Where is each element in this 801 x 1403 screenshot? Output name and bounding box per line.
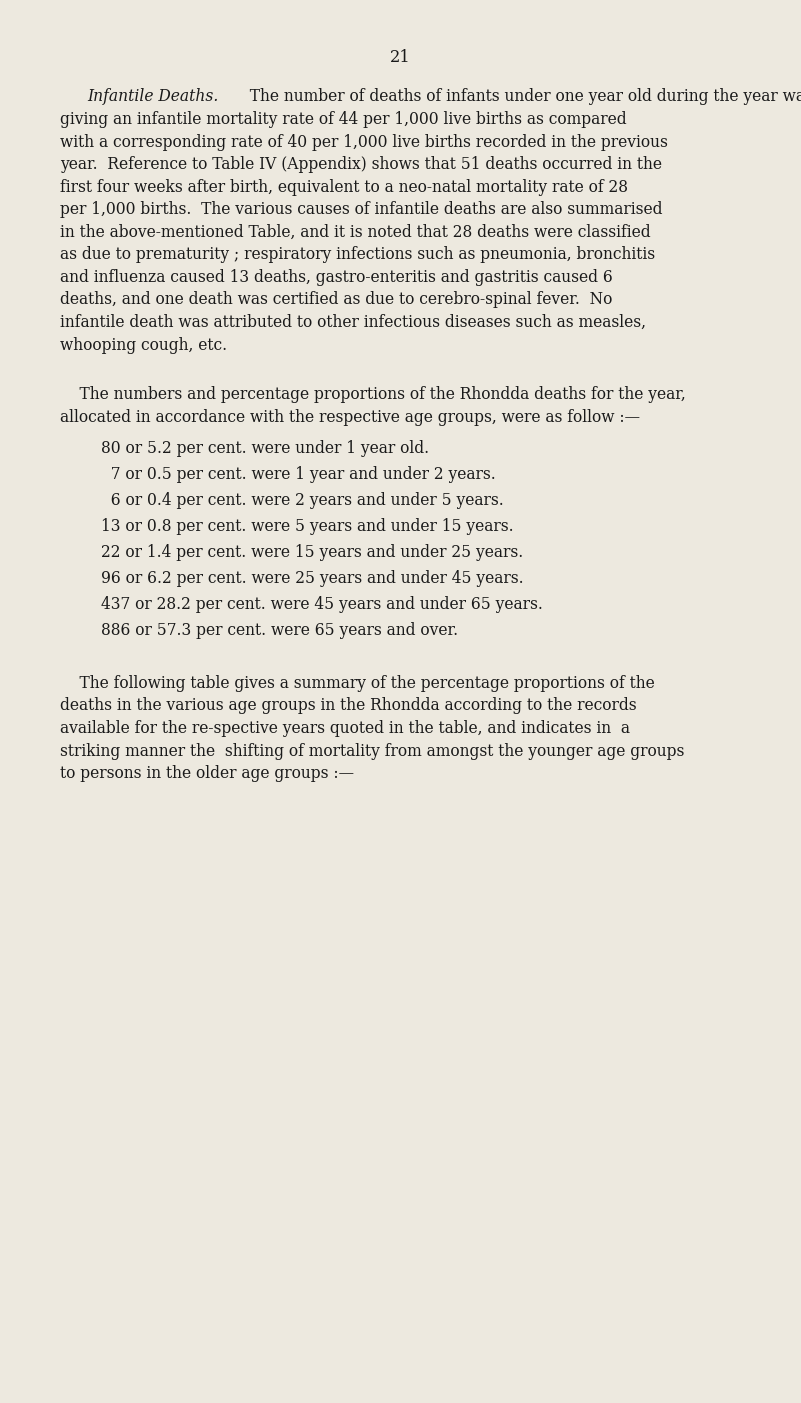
Text: 21: 21 <box>390 49 411 66</box>
Text: per 1,000 births.  The various causes of infantile deaths are also summarised: per 1,000 births. The various causes of … <box>60 201 662 219</box>
Text: whooping cough, etc.: whooping cough, etc. <box>60 337 227 354</box>
Text: year.  Reference to Table IV (Appendix) shows that 51 deaths occurred in the: year. Reference to Table IV (Appendix) s… <box>60 156 662 173</box>
Text: The numbers and percentage proportions of the Rhondda deaths for the year,: The numbers and percentage proportions o… <box>60 386 686 403</box>
Text: 80 or 5.2 per cent. were under 1 year old.: 80 or 5.2 per cent. were under 1 year ol… <box>101 441 429 457</box>
Text: in the above-mentioned Table, and it is noted that 28 deaths were classified: in the above-mentioned Table, and it is … <box>60 223 650 241</box>
Text: 96 or 6.2 per cent. were 25 years and under 45 years.: 96 or 6.2 per cent. were 25 years and un… <box>101 570 524 586</box>
Text: deaths, and one death was certified as due to cerebro-spinal fever.  No: deaths, and one death was certified as d… <box>60 292 613 309</box>
Text: Infantile Deaths.: Infantile Deaths. <box>87 88 219 105</box>
Text: to persons in the older age groups :—: to persons in the older age groups :— <box>60 765 354 781</box>
Text: 13 or 0.8 per cent. were 5 years and under 15 years.: 13 or 0.8 per cent. were 5 years and und… <box>101 518 513 535</box>
Text: with a corresponding rate of 40 per 1,000 live births recorded in the previous: with a corresponding rate of 40 per 1,00… <box>60 133 668 150</box>
Text: striking manner the  shifting of mortality from amongst the younger age groups: striking manner the shifting of mortalit… <box>60 742 684 759</box>
Text: 437 or 28.2 per cent. were 45 years and under 65 years.: 437 or 28.2 per cent. were 45 years and … <box>101 596 543 613</box>
Text: as due to prematurity ; respiratory infections such as pneumonia, bronchitis: as due to prematurity ; respiratory infe… <box>60 247 655 264</box>
Text: 6 or 0.4 per cent. were 2 years and under 5 years.: 6 or 0.4 per cent. were 2 years and unde… <box>101 492 504 509</box>
Text: 886 or 57.3 per cent. were 65 years and over.: 886 or 57.3 per cent. were 65 years and … <box>101 622 458 638</box>
Text: The following table gives a summary of the percentage proportions of the: The following table gives a summary of t… <box>60 675 655 692</box>
Text: 7 or 0.5 per cent. were 1 year and under 2 years.: 7 or 0.5 per cent. were 1 year and under… <box>101 466 496 483</box>
Text: giving an infantile mortality rate of 44 per 1,000 live births as compared: giving an infantile mortality rate of 44… <box>60 111 626 128</box>
Text: 22 or 1.4 per cent. were 15 years and under 25 years.: 22 or 1.4 per cent. were 15 years and un… <box>101 544 523 561</box>
Text: deaths in the various age groups in the Rhondda according to the records: deaths in the various age groups in the … <box>60 697 637 714</box>
Text: and influenza caused 13 deaths, gastro-enteritis and gastritis caused 6: and influenza caused 13 deaths, gastro-e… <box>60 269 613 286</box>
Text: allocated in accordance with the respective age groups, were as follow :—: allocated in accordance with the respect… <box>60 408 640 425</box>
Text: available for the re-spective years quoted in the table, and indicates in  a: available for the re-spective years quot… <box>60 720 630 737</box>
Text: first four weeks after birth, equivalent to a neo-natal mortality rate of 28: first four weeks after birth, equivalent… <box>60 178 628 195</box>
Text: infantile death was attributed to other infectious diseases such as measles,: infantile death was attributed to other … <box>60 314 646 331</box>
Text: The number of deaths of infants under one year old during the year was 80,: The number of deaths of infants under on… <box>240 88 801 105</box>
